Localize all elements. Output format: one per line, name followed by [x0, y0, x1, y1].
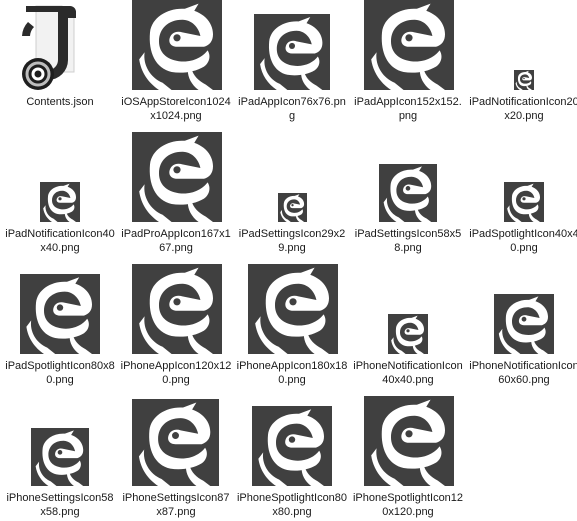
app-icon-thumbnail	[388, 314, 428, 354]
thumbnail-area	[234, 264, 350, 358]
file-name-label: iPhoneNotificationIcon60x60.png	[469, 360, 577, 386]
thumbnail-area	[350, 0, 466, 94]
app-icon-thumbnail	[504, 182, 544, 222]
thumbnail-area	[118, 264, 234, 358]
file-name-label: iPadNotificationIcon20x20.png	[469, 96, 577, 122]
file-name-label: iPadSpotlightIcon40x40.png	[469, 228, 577, 254]
app-icon-thumbnail	[494, 294, 554, 354]
app-icon-thumbnail	[132, 399, 219, 486]
file-item-iphone-spotlight-120[interactable]: iPhoneSpotlightIcon120x120.png	[350, 396, 466, 518]
file-item-contents-json[interactable]: Contents.json	[2, 0, 118, 116]
file-name-label: iPhoneSettingsIcon58x58.png	[6, 492, 114, 518]
thumbnail-area	[350, 132, 466, 226]
file-item-ipad-settings-29[interactable]: iPadSettingsIcon29x29.png	[234, 132, 350, 254]
file-item-ipad-spotlight-80[interactable]: iPadSpotlightIcon80x80.png	[2, 264, 118, 386]
file-name-label: iPhoneSettingsIcon87x87.png	[122, 492, 230, 518]
thumbnail-area	[234, 132, 350, 226]
file-name-label: iPadProAppIcon167x167.png	[121, 228, 231, 254]
app-icon-thumbnail	[252, 406, 332, 486]
app-icon-thumbnail	[364, 396, 454, 486]
app-icon-thumbnail	[132, 264, 222, 354]
file-name-label: iPhoneAppIcon180x180.png	[236, 360, 348, 386]
thumbnail-area	[2, 264, 118, 358]
file-name-label: iPhoneNotificationIcon40x40.png	[353, 360, 463, 386]
thumbnail-area	[118, 0, 234, 94]
app-icon-thumbnail	[254, 14, 330, 90]
thumbnail-area	[234, 0, 350, 94]
file-name-label: iPadAppIcon152x152.png	[354, 96, 462, 122]
file-name-label: iPadSettingsIcon58x58.png	[354, 228, 462, 254]
file-name-label: iPadSpotlightIcon80x80.png	[5, 360, 115, 386]
file-name-label: iPadAppIcon76x76.png	[238, 96, 346, 122]
thumbnail-area	[234, 396, 350, 490]
app-icon-thumbnail	[379, 164, 437, 222]
app-icon-thumbnail	[132, 0, 222, 90]
app-icon-thumbnail	[20, 274, 100, 354]
file-item-ipad-notification-20[interactable]: iPadNotificationIcon20x20.png	[466, 0, 577, 122]
thumbnail-area	[466, 132, 577, 226]
thumbnail-area	[466, 0, 577, 94]
file-item-iphone-appicon-120[interactable]: iPhoneAppIcon120x120.png	[118, 264, 234, 386]
file-name-label: iPhoneSpotlightIcon120x120.png	[352, 492, 464, 518]
thumbnail-area	[2, 0, 118, 94]
file-item-iphone-spotlight-80[interactable]: iPhoneSpotlightIcon80x80.png	[234, 396, 350, 518]
file-item-ipad-spotlight-40[interactable]: iPadSpotlightIcon40x40.png	[466, 132, 577, 254]
thumbnail-area	[118, 132, 234, 226]
file-item-ipad-appicon-152[interactable]: iPadAppIcon152x152.png	[350, 0, 466, 122]
file-item-iphone-notification-60[interactable]: iPhoneNotificationIcon60x60.png	[466, 264, 577, 386]
file-name-label: iPadSettingsIcon29x29.png	[238, 228, 346, 254]
app-icon-thumbnail	[514, 70, 534, 90]
app-icon-thumbnail	[132, 132, 222, 222]
thumbnail-area	[118, 396, 234, 490]
file-item-ipad-appicon-76[interactable]: iPadAppIcon76x76.png	[234, 0, 350, 122]
thumbnail-area	[350, 264, 466, 358]
thumbnail-area	[2, 132, 118, 226]
file-name-label: iPhoneSpotlightIcon80x80.png	[236, 492, 348, 518]
thumbnail-area	[350, 396, 466, 490]
file-item-iphone-settings-58[interactable]: iPhoneSettingsIcon58x58.png	[2, 396, 118, 518]
file-item-iphone-settings-87[interactable]: iPhoneSettingsIcon87x87.png	[118, 396, 234, 518]
file-item-ios-appstore-icon[interactable]: iOSAppStoreIcon1024x1024.png	[118, 0, 234, 122]
app-icon-thumbnail	[278, 193, 307, 222]
thumbnail-area	[466, 264, 577, 358]
file-name-label: iOSAppStoreIcon1024x1024.png	[121, 96, 231, 122]
json-file-icon	[22, 5, 76, 90]
app-icon-thumbnail	[248, 264, 338, 354]
file-item-iphone-notification-40[interactable]: iPhoneNotificationIcon40x40.png	[350, 264, 466, 386]
app-icon-thumbnail	[40, 182, 80, 222]
app-icon-thumbnail	[364, 0, 454, 90]
file-item-ipadpro-appicon-167[interactable]: iPadProAppIcon167x167.png	[118, 132, 234, 254]
file-name-label: iPhoneAppIcon120x120.png	[120, 360, 232, 386]
file-item-ipad-notification-40[interactable]: iPadNotificationIcon40x40.png	[2, 132, 118, 254]
file-name-label: Contents.json	[26, 96, 94, 108]
thumbnail-area	[2, 396, 118, 490]
file-item-iphone-appicon-180[interactable]: iPhoneAppIcon180x180.png	[234, 264, 350, 386]
file-name-label: iPadNotificationIcon40x40.png	[5, 228, 115, 254]
app-icon-thumbnail	[31, 428, 89, 486]
file-item-ipad-settings-58[interactable]: iPadSettingsIcon58x58.png	[350, 132, 466, 254]
